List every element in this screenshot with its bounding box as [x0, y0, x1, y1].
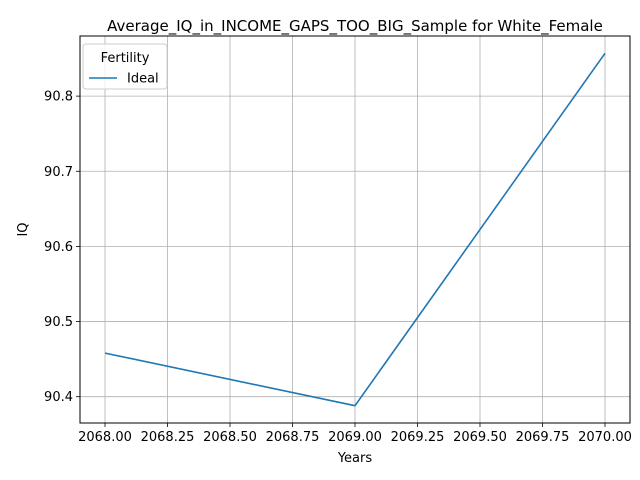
x-tick-label: 2069.75 [516, 430, 570, 445]
x-tick-label: 2068.75 [266, 430, 320, 445]
x-tick-label: 2068.50 [203, 430, 257, 445]
x-tick-label: 2069.50 [453, 430, 507, 445]
y-tick-label: 90.6 [44, 240, 73, 255]
grid [80, 36, 630, 423]
x-tick-label: 2068.25 [141, 430, 195, 445]
legend: Fertility Ideal [82, 43, 168, 90]
x-axis: 2068.00 2068.25 2068.50 2068.75 2069.00 2069.… [78, 423, 632, 445]
legend-title: Fertility [101, 51, 150, 66]
y-tick-label: 90.8 [44, 90, 73, 105]
legend-entries: Ideal [89, 72, 159, 87]
series-line [104, 52, 606, 407]
x-axis-label: Years [337, 451, 373, 466]
y-tick-label: 90.7 [44, 165, 73, 180]
series-layer [104, 52, 606, 407]
y-axis-label: IQ [16, 222, 31, 236]
y-tick-label: 90.5 [44, 315, 73, 330]
x-tick-label: 2070.00 [578, 430, 632, 445]
x-tick-label: 2069.00 [328, 430, 382, 445]
x-tick-label: 2069.25 [391, 430, 445, 445]
chart-title: Average_IQ_in_INCOME_GAPS_TOO_BIG_Sample… [107, 17, 603, 36]
y-tick-label: 90.4 [44, 390, 73, 405]
legend-entry-label: Ideal [127, 72, 159, 87]
y-axis: 90.4 90.5 90.6 90.7 90.8 [44, 90, 80, 405]
x-tick-label: 2068.00 [78, 430, 132, 445]
